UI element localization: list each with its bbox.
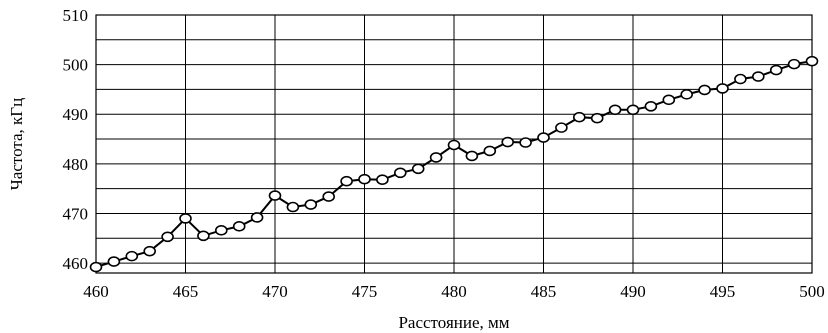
data-point — [340, 175, 353, 187]
data-point — [393, 167, 407, 179]
plot-area-frame — [95, 14, 813, 274]
data-point — [125, 250, 139, 262]
y-axis-title: Частота, кГц — [7, 98, 26, 191]
data-points — [89, 55, 819, 273]
data-point — [286, 201, 300, 213]
data-point — [483, 145, 497, 157]
data-point — [751, 71, 765, 82]
data-point — [555, 122, 568, 133]
y-tick-label: 510 — [63, 6, 89, 25]
data-point — [322, 191, 336, 202]
data-point — [537, 132, 550, 143]
data-point — [519, 137, 532, 148]
data-point — [698, 84, 711, 96]
data-point — [107, 256, 121, 267]
data-point — [680, 89, 694, 100]
x-axis-title: Расстояние, мм — [398, 313, 509, 332]
data-point — [179, 213, 192, 224]
y-tick-label: 500 — [63, 56, 89, 75]
y-tick-label: 460 — [63, 254, 89, 273]
y-tick-label: 480 — [63, 155, 89, 174]
data-point — [805, 55, 819, 67]
data-point — [143, 245, 156, 257]
data-point — [662, 94, 676, 106]
data-point — [572, 111, 586, 123]
grid-lines — [96, 15, 812, 273]
x-axis-tick-labels: 460 465 470 475 480 485 490 495 500 — [83, 282, 825, 301]
data-point — [250, 212, 264, 223]
data-point — [644, 100, 658, 112]
y-tick-label: 470 — [63, 204, 89, 223]
data-point — [89, 261, 103, 273]
x-tick-label: 470 — [262, 282, 288, 301]
data-point — [197, 230, 210, 242]
data-point — [769, 64, 783, 76]
x-tick-label: 480 — [441, 282, 467, 301]
data-point — [608, 104, 622, 116]
data-point — [465, 150, 479, 162]
data-point — [429, 152, 443, 163]
data-point — [268, 190, 282, 201]
data-point — [447, 139, 461, 151]
x-tick-label: 460 — [83, 282, 109, 301]
data-point — [411, 163, 425, 175]
x-tick-label: 490 — [620, 282, 646, 301]
y-axis-tick-labels: 460 470 480 490 500 510 — [63, 6, 89, 273]
data-point — [161, 231, 174, 243]
data-point — [304, 199, 318, 210]
data-point — [626, 104, 640, 116]
data-point — [734, 73, 747, 85]
data-point — [358, 173, 371, 185]
y-tick-label: 490 — [63, 105, 89, 124]
data-point — [501, 136, 515, 148]
x-tick-label: 485 — [531, 282, 557, 301]
x-tick-label: 500 — [799, 282, 825, 301]
data-point — [716, 83, 729, 94]
data-point — [376, 174, 389, 186]
data-point — [590, 112, 604, 124]
data-point — [787, 58, 801, 70]
x-tick-label: 495 — [710, 282, 736, 301]
x-tick-label: 475 — [352, 282, 378, 301]
x-tick-label: 465 — [173, 282, 199, 301]
data-point — [215, 225, 228, 236]
data-point — [232, 221, 246, 232]
